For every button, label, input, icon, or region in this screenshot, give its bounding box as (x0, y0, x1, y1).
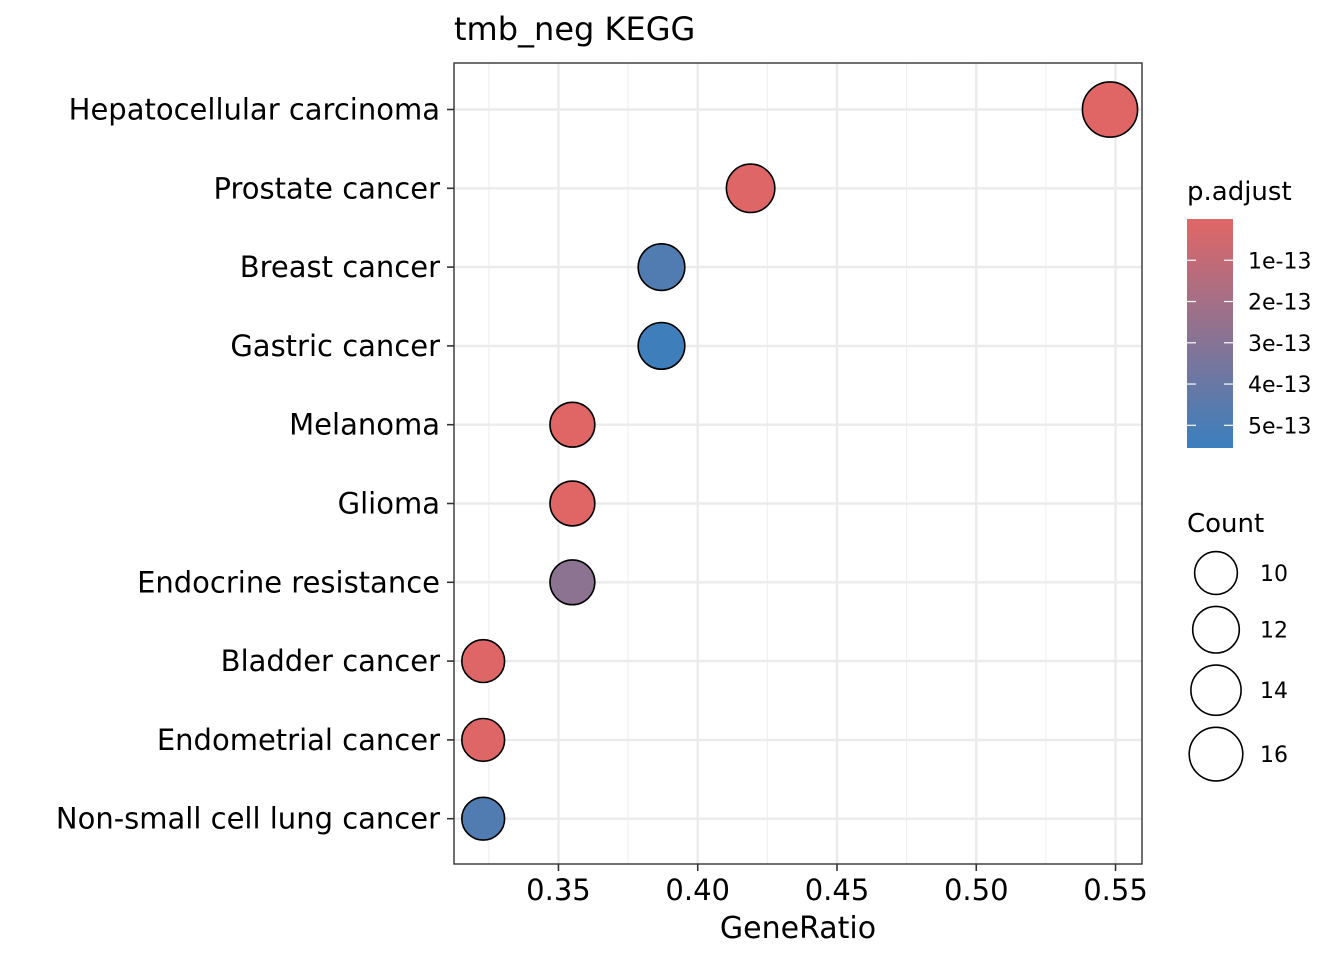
chart-title: tmb_neg KEGG (454, 10, 695, 48)
size-legend-key (1193, 550, 1239, 596)
size-legend-label: 10 (1260, 562, 1288, 587)
size-legend-label: 12 (1260, 619, 1288, 644)
x-tick-label: 0.55 (1083, 873, 1148, 907)
size-legend-key (1190, 664, 1242, 717)
data-point (549, 401, 596, 448)
size-legend: Count 10 12 14 16 (1187, 509, 1288, 782)
data-point (461, 638, 506, 684)
panel-border (453, 62, 1143, 865)
data-point (549, 480, 596, 527)
data-point (637, 321, 686, 371)
x-axis-title: GeneRatio (720, 911, 876, 946)
x-tick-label: 0.45 (805, 873, 870, 907)
y-tick-label: Melanoma (289, 408, 440, 442)
y-tick-label: Glioma (338, 487, 440, 521)
size-legend-label: 14 (1260, 679, 1288, 704)
color-legend-label: 4e-13 (1248, 373, 1311, 398)
y-tick-label: Non-small cell lung cancer (56, 802, 440, 836)
y-tick-label: Bladder cancer (221, 644, 440, 678)
y-tick-label: Endocrine resistance (137, 565, 440, 599)
y-tick-label: Gastric cancer (230, 329, 440, 363)
color-legend-label: 2e-13 (1248, 291, 1311, 316)
y-tick-label: Breast cancer (240, 250, 440, 284)
data-point (549, 559, 596, 606)
color-legend-label: 3e-13 (1248, 332, 1311, 357)
x-tick-label: 0.35 (526, 873, 591, 907)
data-point (725, 163, 776, 214)
y-tick-label: Prostate cancer (214, 171, 441, 205)
color-legend: p.adjust 1e-13 2e-13 3e-13 4e-13 5e-13 (1187, 177, 1311, 448)
data-point (1081, 81, 1139, 138)
y-tick-label: Hepatocellular carcinoma (69, 93, 440, 127)
x-tick-label: 0.40 (665, 873, 730, 907)
size-legend-key (1188, 726, 1244, 782)
data-point (461, 717, 506, 763)
y-tick-label: Endometrial cancer (157, 723, 440, 757)
data-point (637, 243, 686, 292)
data-point (461, 796, 506, 841)
size-legend-key (1191, 605, 1241, 654)
color-legend-title: p.adjust (1187, 177, 1292, 207)
color-legend-label: 5e-13 (1248, 414, 1311, 439)
plot-panel (453, 62, 1143, 865)
color-bar (1187, 219, 1233, 448)
size-legend-label: 16 (1260, 743, 1288, 768)
color-legend-label: 1e-13 (1248, 249, 1311, 274)
size-legend-title: Count (1187, 509, 1264, 539)
x-tick-label: 0.50 (944, 873, 1009, 907)
